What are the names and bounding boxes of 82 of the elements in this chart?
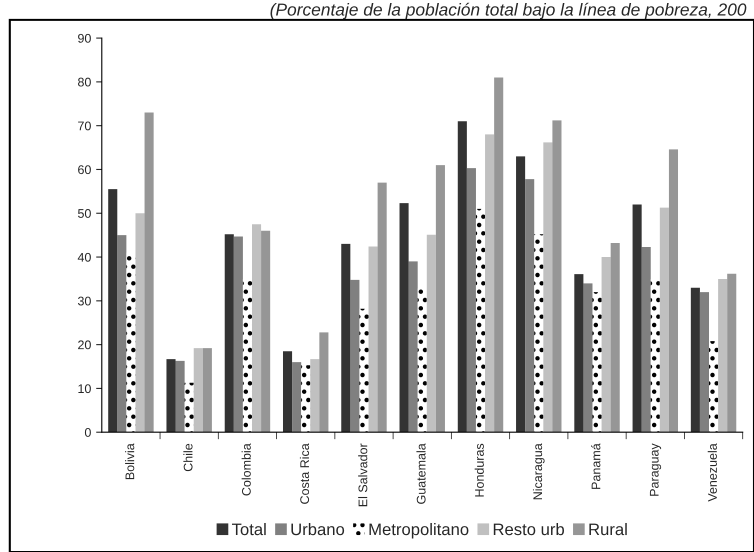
x-tick-label: Colombia <box>242 443 251 496</box>
bar <box>135 213 145 432</box>
x-tick-label: Honduras <box>474 444 484 496</box>
bar <box>252 224 262 432</box>
bar <box>727 274 736 432</box>
bar <box>610 243 620 432</box>
bar <box>359 308 369 432</box>
bar <box>525 179 534 432</box>
y-tick-label: 50 <box>78 209 91 218</box>
bar <box>144 112 154 432</box>
bar <box>242 278 252 432</box>
bar <box>184 382 194 432</box>
x-tick-label: Guatemala <box>416 443 426 504</box>
bar <box>202 348 212 432</box>
bar <box>552 120 562 432</box>
bar <box>408 261 418 432</box>
bar <box>117 235 126 432</box>
bar <box>632 204 642 432</box>
bar <box>592 292 602 432</box>
bar <box>234 236 243 432</box>
bar <box>282 351 292 432</box>
bar <box>690 288 700 432</box>
bar <box>319 332 328 432</box>
y-tick-label: 60 <box>78 165 91 174</box>
bar <box>341 244 350 432</box>
bar <box>301 365 310 432</box>
bar <box>466 168 476 432</box>
legend-label: Metropolitano <box>370 522 468 539</box>
bar <box>126 252 136 432</box>
bar <box>261 230 270 432</box>
y-tick-label: 30 <box>78 296 91 306</box>
y-tick-label: 90 <box>78 34 91 43</box>
bar <box>436 165 445 432</box>
bar <box>350 280 360 432</box>
legend-label: Urbano <box>291 522 344 536</box>
bar <box>650 278 660 432</box>
bar <box>668 149 678 432</box>
bar <box>602 257 611 432</box>
x-tick-label: Paraguay <box>650 443 662 496</box>
legend-label: Resto urb <box>494 522 564 536</box>
bar <box>718 278 728 432</box>
x-tick-label: Chile <box>183 444 193 472</box>
bar <box>108 189 118 432</box>
y-tick-label: 80 <box>78 78 91 87</box>
bar <box>485 134 494 432</box>
bar <box>516 156 526 432</box>
bar <box>458 121 467 432</box>
x-tick-label: Bolivia <box>125 443 134 480</box>
bar <box>418 288 427 432</box>
bar <box>292 362 302 432</box>
x-tick-label: Nicaragua <box>532 443 545 500</box>
legend-label: Total <box>232 522 266 536</box>
bar <box>194 348 203 432</box>
x-tick-label: Venezuela <box>708 443 717 502</box>
bar <box>709 341 718 432</box>
bar <box>700 292 710 432</box>
chart-title: (Porcentaje de la población total bajo la línea de pobreza, 200 <box>270 2 746 20</box>
x-tick-label: El Salvador <box>358 444 368 506</box>
bar <box>378 182 387 432</box>
bar <box>574 274 584 432</box>
bar <box>642 246 651 432</box>
y-tick-label: 40 <box>78 252 91 262</box>
bar <box>534 234 544 432</box>
bar <box>166 359 176 432</box>
bar <box>176 360 185 432</box>
bar <box>310 359 320 432</box>
x-tick-label: Costa Rica <box>300 443 310 504</box>
x-tick-label: Panamá <box>591 443 600 489</box>
y-tick-label: 70 <box>78 121 91 130</box>
bar <box>543 142 552 432</box>
y-tick-label: 20 <box>78 340 91 350</box>
y-tick-label: 10 <box>78 384 91 394</box>
legend-label: Rural <box>589 522 627 536</box>
y-tick-label: 0 <box>84 428 91 437</box>
bar <box>476 208 486 432</box>
bar <box>426 234 436 432</box>
bar <box>224 234 234 432</box>
bar <box>494 78 504 432</box>
bar <box>368 246 378 432</box>
bar <box>660 208 669 432</box>
bar <box>400 203 409 432</box>
bar <box>583 283 592 432</box>
